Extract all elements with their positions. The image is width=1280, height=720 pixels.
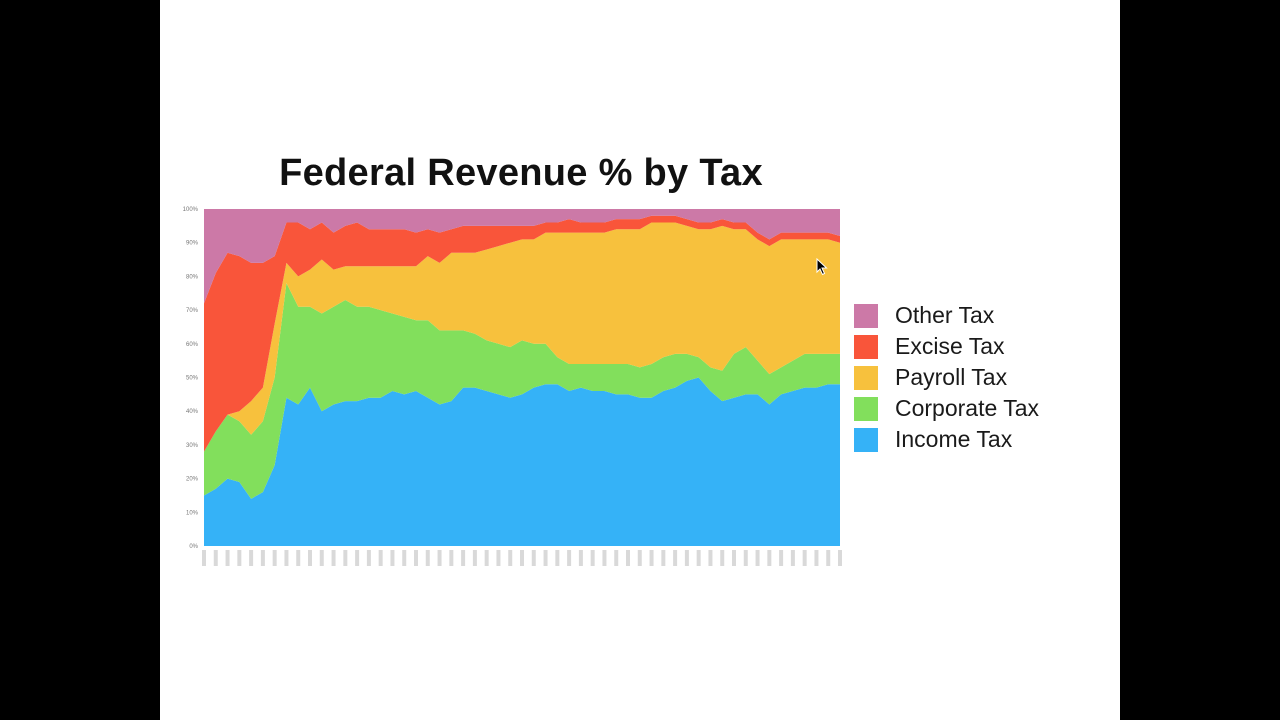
legend-item-payroll-tax: Payroll Tax — [854, 362, 1039, 393]
y-tick-label: 0% — [189, 544, 198, 550]
x-tick-mark — [213, 550, 218, 566]
x-axis-ticks — [202, 550, 842, 566]
x-tick-mark — [249, 550, 254, 566]
legend-item-other-tax: Other Tax — [854, 300, 1039, 331]
x-tick-mark — [590, 550, 595, 566]
legend-item-corporate-tax: Corporate Tax — [854, 393, 1039, 424]
y-tick-label: 100% — [183, 207, 199, 213]
x-tick-mark — [496, 550, 501, 566]
x-tick-mark — [484, 550, 489, 566]
area-excise-tax — [204, 215, 840, 452]
x-tick-mark — [649, 550, 654, 566]
area-corporate-tax — [204, 283, 840, 499]
x-tick-mark — [449, 550, 454, 566]
y-tick-label: 10% — [186, 510, 199, 516]
x-tick-mark — [743, 550, 748, 566]
x-tick-mark — [531, 550, 536, 566]
y-tick-label: 60% — [186, 342, 199, 348]
x-tick-mark — [202, 550, 206, 566]
y-tick-label: 40% — [186, 409, 199, 415]
x-tick-mark — [767, 550, 772, 566]
x-tick-mark — [437, 550, 442, 566]
area-income-tax — [204, 377, 840, 546]
x-tick-mark — [296, 550, 301, 566]
x-tick-mark — [355, 550, 360, 566]
legend-label: Other Tax — [895, 302, 995, 328]
legend-swatch — [854, 365, 878, 390]
x-tick-mark — [637, 550, 642, 566]
x-tick-mark — [567, 550, 572, 566]
x-tick-mark — [508, 550, 513, 566]
area-payroll-tax — [204, 222, 840, 452]
x-tick-mark — [461, 550, 466, 566]
x-tick-mark — [260, 550, 265, 566]
x-tick-mark — [626, 550, 630, 566]
x-tick-mark — [343, 550, 348, 566]
x-tick-mark — [614, 550, 619, 566]
chart-title: Federal Revenue % by Tax — [279, 152, 763, 194]
y-tick-label: 30% — [186, 443, 199, 449]
x-tick-mark — [284, 550, 289, 566]
legend-swatch — [854, 427, 878, 452]
x-tick-mark — [237, 550, 242, 566]
legend-label: Excise Tax — [895, 333, 1005, 359]
legend-item-income-tax: Income Tax — [854, 424, 1039, 455]
slide: 0% 10% 20% 30% 40% 50% 60% 70% 80% 90% 100% Federa… — [160, 0, 1120, 720]
x-tick-mark — [732, 550, 736, 566]
x-tick-mark — [673, 550, 678, 566]
x-tick-mark — [779, 550, 784, 566]
y-tick-label: 20% — [186, 477, 199, 483]
chart-legend: Other Tax Excise Tax Payroll Tax Corporate … — [854, 300, 1039, 455]
x-tick-mark — [578, 550, 583, 566]
legend-swatch — [854, 303, 878, 328]
chart-areas — [204, 209, 840, 546]
x-tick-mark — [390, 550, 395, 566]
legend-label: Income Tax — [895, 426, 1013, 452]
x-tick-mark — [425, 550, 430, 566]
x-tick-mark — [402, 550, 407, 566]
y-tick-label: 70% — [186, 308, 199, 314]
legend-swatch — [854, 396, 878, 421]
x-tick-mark — [802, 550, 807, 566]
x-tick-mark — [826, 550, 831, 566]
x-tick-mark — [543, 550, 548, 566]
x-tick-mark — [472, 550, 477, 566]
x-tick-mark — [790, 550, 795, 566]
x-tick-mark — [602, 550, 607, 566]
x-tick-mark — [720, 550, 725, 566]
area-other-tax — [204, 209, 840, 304]
legend-label: Payroll Tax — [895, 364, 1008, 390]
x-tick-mark — [308, 550, 312, 566]
x-tick-mark — [414, 550, 418, 566]
x-tick-mark — [814, 550, 819, 566]
legend-item-excise-tax: Excise Tax — [854, 331, 1039, 362]
x-tick-mark — [272, 550, 277, 566]
legend-swatch — [854, 334, 878, 359]
x-tick-mark — [555, 550, 560, 566]
x-tick-mark — [684, 550, 689, 566]
mouse-pointer-icon — [816, 258, 828, 276]
y-tick-label: 90% — [186, 241, 199, 247]
x-tick-mark — [708, 550, 713, 566]
x-tick-mark — [366, 550, 371, 566]
x-tick-mark — [319, 550, 324, 566]
x-tick-mark — [838, 550, 842, 566]
x-tick-mark — [378, 550, 383, 566]
y-tick-label: 80% — [186, 274, 199, 280]
x-tick-mark — [331, 550, 336, 566]
y-axis-ticks: 0% 10% 20% 30% 40% 50% 60% 70% 80% 90% 100% — [183, 207, 199, 550]
x-tick-mark — [520, 550, 524, 566]
y-tick-label: 50% — [186, 376, 199, 382]
x-tick-mark — [661, 550, 666, 566]
legend-label: Corporate Tax — [895, 395, 1040, 421]
chart: 0% 10% 20% 30% 40% 50% 60% 70% 80% 90% 100% — [183, 207, 842, 566]
x-tick-mark — [225, 550, 230, 566]
x-tick-mark — [696, 550, 701, 566]
x-tick-mark — [755, 550, 760, 566]
